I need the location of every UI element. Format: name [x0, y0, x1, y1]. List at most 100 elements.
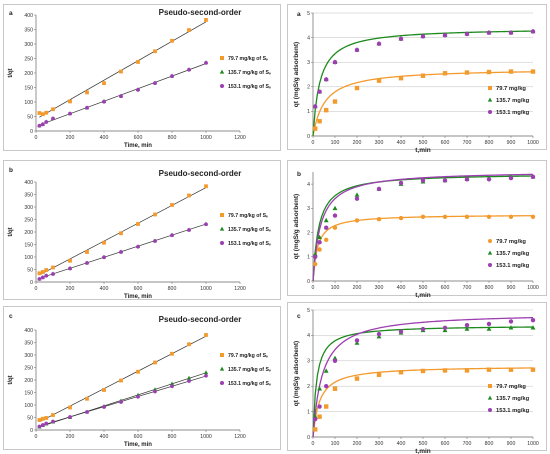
data-point-R1: [486, 69, 492, 75]
y-tick-label-R3: 1: [307, 409, 310, 415]
data-point-L1: [187, 67, 191, 72]
x-tick-label-R1: 100: [331, 140, 340, 146]
fit-curve-R3: [312, 367, 534, 438]
fit-line-L1: [39, 21, 207, 118]
data-point-R3: [486, 367, 492, 372]
x-tick-label-L3: 800: [168, 434, 177, 440]
data-point-R3: [354, 376, 360, 381]
data-point-R1: [354, 47, 360, 53]
data-point-L3: [204, 333, 208, 337]
panel-letter-R1: a: [297, 11, 301, 18]
data-point-R1: [486, 30, 492, 35]
legend-marker-L3: [220, 353, 224, 357]
legend-label-R1: 79.7 mg/kg: [496, 86, 526, 92]
x-tick-label-L2: 200: [66, 286, 75, 292]
x-tick-label-R3: 800: [485, 441, 494, 447]
legend-label-R3: 79.7 mg/kg: [496, 384, 526, 390]
legend-label-R2: 135.7 mg/kg: [496, 251, 530, 257]
y-tick-label-L3: 150: [24, 390, 33, 396]
x-axis-title-R2: t,min: [415, 292, 431, 299]
panel-letter-R2: b: [297, 171, 301, 178]
y-tick-label-R3: 5: [307, 308, 310, 314]
data-point-L1: [187, 28, 191, 32]
x-tick-label-R3: 400: [397, 441, 406, 447]
x-tick-label-R2: 100: [331, 285, 340, 291]
x-tick-label-L1: 400: [100, 135, 109, 141]
data-point-L3: [187, 379, 191, 383]
x-axis-title-L3: Time, min: [124, 442, 152, 448]
y-tick-label-L3: 300: [24, 353, 33, 359]
y-tick-label-L2: 250: [24, 217, 33, 223]
legend-label-L1: 135.7 mg/kg of Sₑ: [228, 70, 271, 76]
y-tick-label-R3: 2: [307, 384, 310, 390]
data-point-R3: [530, 317, 536, 323]
legend-marker-R1: [488, 86, 492, 90]
data-point-R3: [508, 325, 514, 330]
y-tick-label-L1: 350: [24, 27, 33, 33]
data-point-L2: [153, 239, 157, 243]
data-point-L1: [136, 87, 140, 92]
data-point-L1: [102, 81, 106, 86]
x-axis-title-L1: Time, min: [124, 143, 152, 149]
data-point-R3: [317, 386, 323, 391]
legend-marker-R3: [487, 395, 493, 400]
data-point-L1: [170, 74, 174, 79]
y-axis-title-R2: qt (mgS/g adsorbent): [293, 194, 300, 259]
data-point-L2: [51, 265, 55, 270]
data-point-L1: [51, 116, 55, 121]
data-point-R1: [332, 60, 338, 65]
panel-letter-L2: b: [9, 167, 13, 174]
data-point-L1: [40, 112, 45, 117]
data-point-L2: [85, 261, 89, 265]
y-tick-label-R3: 4: [307, 333, 310, 339]
data-point-L3: [37, 418, 42, 422]
data-point-L3: [153, 389, 157, 394]
y-tick-label-L3: 400: [24, 328, 33, 334]
y-tick-label-R2: 2: [307, 230, 310, 236]
data-point-R3: [486, 321, 492, 327]
data-point-R3: [442, 325, 448, 330]
data-point-L2: [68, 258, 72, 263]
data-point-L3: [51, 413, 55, 417]
legend-marker-L1: [220, 84, 224, 88]
y-tick-label-L3: 50: [27, 415, 33, 421]
legend-label-R3: 153.1 mg/kg: [496, 408, 530, 414]
data-point-R2: [420, 178, 426, 183]
y-axis-title-R3: qt (mgS/g adsorbent): [293, 341, 300, 406]
y-axis-title-L2: t/qt: [8, 227, 14, 236]
data-point-L1: [102, 99, 106, 104]
data-point-R1: [376, 41, 382, 46]
legend-label-L3: 79.7 mg/kg of Sₑ: [228, 353, 268, 359]
data-point-R1: [317, 89, 322, 94]
fit-curve-R1: [312, 30, 534, 137]
data-point-R2: [332, 213, 338, 218]
fit-curve-R3: [312, 316, 534, 438]
data-point-R2: [324, 237, 329, 243]
y-tick-label-L2: 50: [27, 267, 33, 273]
x-tick-label-L1: 1000: [200, 135, 212, 141]
data-point-L3: [119, 378, 123, 383]
data-point-L3: [153, 360, 157, 365]
legend-label-R2: 153.1 mg/kg: [496, 263, 530, 269]
data-point-L3: [186, 375, 192, 380]
y-tick-label-L2: 350: [24, 192, 33, 198]
y-tick-label-L3: 250: [24, 365, 33, 371]
data-point-R2: [332, 205, 338, 211]
data-point-L2: [40, 270, 45, 274]
data-point-L3: [119, 400, 123, 404]
data-point-L2: [85, 250, 89, 254]
data-point-R1: [442, 71, 448, 76]
data-point-L1: [68, 99, 72, 104]
x-tick-label-R1: 0: [312, 140, 315, 146]
legend-marker-R3: [488, 408, 492, 412]
data-point-L2: [102, 255, 106, 260]
chart-title-L2: Pseudo-second-order: [159, 169, 242, 178]
data-point-L1: [40, 122, 45, 127]
data-point-L3: [40, 416, 45, 421]
data-point-L2: [37, 271, 42, 276]
x-tick-label-L3: 600: [134, 434, 143, 440]
data-point-L2: [204, 222, 208, 227]
data-point-R1: [324, 107, 329, 113]
x-tick-label-L1: 200: [66, 135, 75, 141]
data-point-L2: [187, 193, 191, 198]
